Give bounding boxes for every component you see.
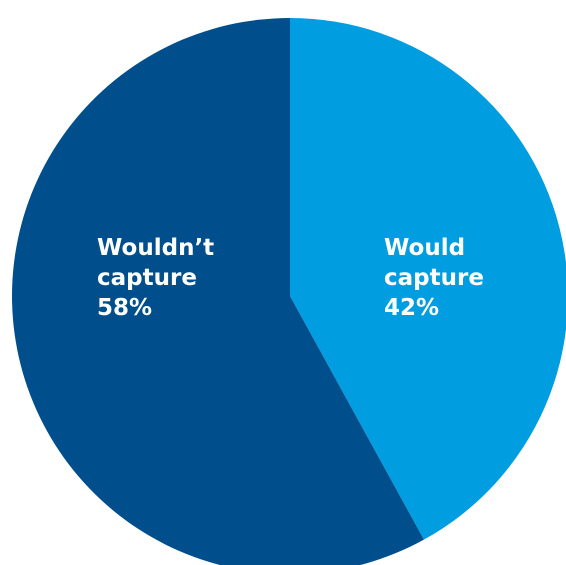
slice-label-text: Would	[384, 235, 465, 261]
slice-value-label: 42%	[384, 295, 439, 321]
slice-label-text: Wouldn’t	[97, 235, 214, 261]
slice-label-0: Would capture 42%	[384, 235, 484, 321]
slice-label-text: capture	[97, 265, 197, 291]
slice-label-text: capture	[384, 265, 484, 291]
slice-value-label: 58%	[97, 295, 152, 321]
pie-slice-0	[290, 18, 566, 540]
pie-labels: Would capture 42% Wouldn’t capture 58%	[97, 235, 484, 321]
slice-label-1: Wouldn’t capture 58%	[97, 235, 214, 321]
pie-slices	[12, 18, 566, 565]
pie-slice-1	[12, 18, 424, 565]
